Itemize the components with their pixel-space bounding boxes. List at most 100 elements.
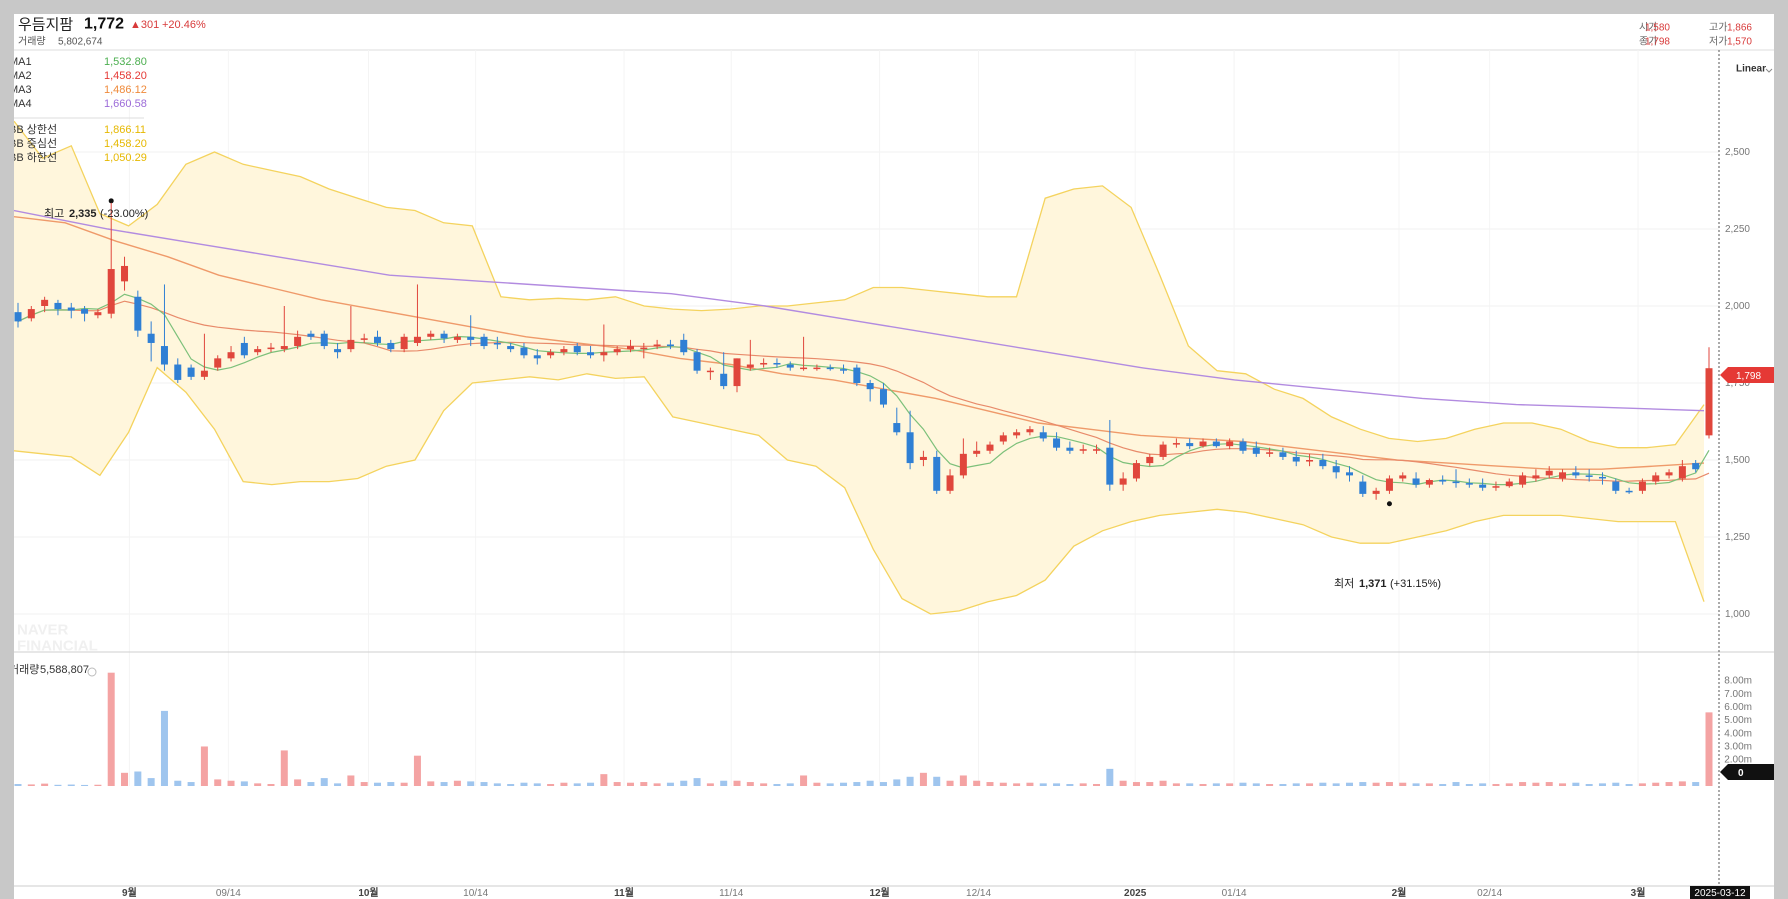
volume-bar bbox=[1545, 782, 1553, 786]
volume-tag-bg bbox=[1720, 764, 1774, 780]
date-tick-label: 09/14 bbox=[216, 888, 241, 899]
candle-body bbox=[773, 362, 781, 365]
candle-body bbox=[973, 450, 981, 454]
price-tag-bg bbox=[1720, 367, 1774, 383]
candle-body bbox=[879, 389, 887, 405]
candle-body bbox=[1186, 443, 1194, 447]
bb-upper-label: BB 상한선 bbox=[14, 123, 57, 136]
candle-body bbox=[54, 302, 62, 310]
candle-body bbox=[1039, 432, 1047, 439]
high-annotation: 최고 2,335 (-23.00%) bbox=[44, 207, 148, 220]
volume-bar bbox=[67, 784, 75, 786]
volume-tick-label: 8.00m bbox=[1724, 676, 1752, 687]
watermark-line1: NAVER bbox=[17, 621, 69, 638]
volume-bar bbox=[746, 782, 754, 786]
candle-body bbox=[693, 352, 701, 371]
candle-body bbox=[1665, 472, 1673, 476]
volume-bar bbox=[1492, 784, 1500, 786]
volume-bar bbox=[1239, 782, 1247, 786]
volume-bar bbox=[413, 755, 421, 786]
volume-tick-label: 3.00m bbox=[1724, 741, 1752, 752]
candle-body bbox=[1026, 429, 1034, 433]
watermark-line2: FINANCIAL bbox=[17, 637, 98, 654]
volume-bar bbox=[1572, 782, 1580, 786]
scale-toggle-label[interactable]: Linear bbox=[1736, 63, 1766, 74]
bb-mid-label: BB 중심선 bbox=[14, 137, 57, 150]
candle-body bbox=[294, 336, 302, 347]
bb-lower-label: BB 하한선 bbox=[14, 150, 57, 164]
volume-bar bbox=[1439, 784, 1447, 786]
candle-body bbox=[1638, 481, 1646, 491]
candle-body bbox=[453, 336, 461, 340]
candle-body bbox=[387, 342, 395, 350]
volume-bar bbox=[520, 782, 528, 786]
volume-bar bbox=[946, 780, 954, 786]
date-tick-label: 02/14 bbox=[1477, 888, 1502, 899]
stock-price: 1,772 bbox=[84, 15, 124, 32]
volume-bar bbox=[1319, 782, 1327, 786]
candle-body bbox=[1106, 447, 1114, 485]
candle-body bbox=[121, 265, 129, 282]
volume-bar bbox=[547, 784, 555, 786]
open-label: 시가 bbox=[1639, 21, 1657, 33]
date-tick-label: 11/14 bbox=[719, 888, 744, 899]
volume-tick-label: 6.00m bbox=[1724, 702, 1752, 713]
bb-lower-value: 1,050.29 bbox=[104, 152, 147, 164]
volume-bar bbox=[906, 776, 914, 786]
volume-bar bbox=[1292, 783, 1300, 786]
volume-bar bbox=[800, 775, 808, 786]
candle-body bbox=[786, 364, 794, 368]
volume-bar bbox=[307, 782, 315, 786]
date-tick-label: 2025 bbox=[1124, 888, 1147, 899]
candle-body bbox=[1066, 447, 1074, 451]
volume-tag: 0 bbox=[1720, 764, 1774, 780]
volume-bar bbox=[1279, 784, 1287, 786]
price-change-pct: +20.46% bbox=[162, 19, 206, 31]
volume-bar bbox=[41, 783, 49, 786]
volume-bar bbox=[81, 784, 89, 786]
candle-body bbox=[813, 367, 821, 370]
volume-bar bbox=[613, 782, 621, 786]
volume-bar bbox=[1199, 784, 1207, 786]
date-tick-label: 01/14 bbox=[1222, 888, 1247, 899]
volume-bar bbox=[600, 774, 608, 786]
chevron-down-icon[interactable] bbox=[1765, 68, 1773, 73]
scale-toggle[interactable]: Linear bbox=[1736, 63, 1773, 74]
volume-tick-label: 5.00m bbox=[1724, 715, 1752, 726]
volume-bar bbox=[1559, 783, 1567, 786]
chart-svg: 우듬지팜 1,772 ▲301 +20.46% 거래량 5,802,674 시가… bbox=[14, 15, 1774, 899]
price-tick-label: 1,250 bbox=[1725, 532, 1750, 543]
volume-bars bbox=[14, 672, 1713, 786]
volume-bar bbox=[1505, 783, 1513, 786]
candle-body bbox=[933, 456, 941, 491]
ma2-label: MA2 bbox=[14, 70, 32, 82]
volume-bar bbox=[1252, 783, 1260, 786]
close-value: 1,798 bbox=[1645, 36, 1670, 47]
candle-body bbox=[1452, 481, 1460, 484]
volume-bar bbox=[360, 782, 368, 786]
volume-bar bbox=[121, 772, 129, 786]
candles bbox=[14, 202, 1713, 500]
volume-tick-label: 2.00m bbox=[1724, 755, 1752, 766]
candle-body bbox=[640, 347, 648, 350]
volume-bar bbox=[560, 782, 568, 786]
volume-bar bbox=[200, 746, 208, 786]
candle-body bbox=[1439, 480, 1447, 482]
candle-body bbox=[1692, 463, 1700, 470]
volume-bar bbox=[587, 782, 595, 786]
candle-body bbox=[1359, 481, 1367, 494]
candle-body bbox=[427, 333, 435, 337]
candle-body bbox=[680, 339, 688, 353]
candle-body bbox=[1585, 475, 1593, 477]
volume-panel-label: 거래량 bbox=[14, 663, 39, 676]
volume-bar bbox=[294, 779, 302, 786]
volume-bar bbox=[1678, 781, 1686, 786]
volume-bar bbox=[786, 783, 794, 786]
bollinger-upper-line bbox=[14, 120, 1705, 449]
volume-bar bbox=[187, 782, 195, 786]
candle-body bbox=[493, 342, 501, 345]
volume-bar bbox=[267, 784, 275, 786]
close-icon[interactable] bbox=[87, 667, 97, 677]
bollinger-lower-line bbox=[14, 366, 1705, 615]
candle-body bbox=[613, 349, 621, 353]
